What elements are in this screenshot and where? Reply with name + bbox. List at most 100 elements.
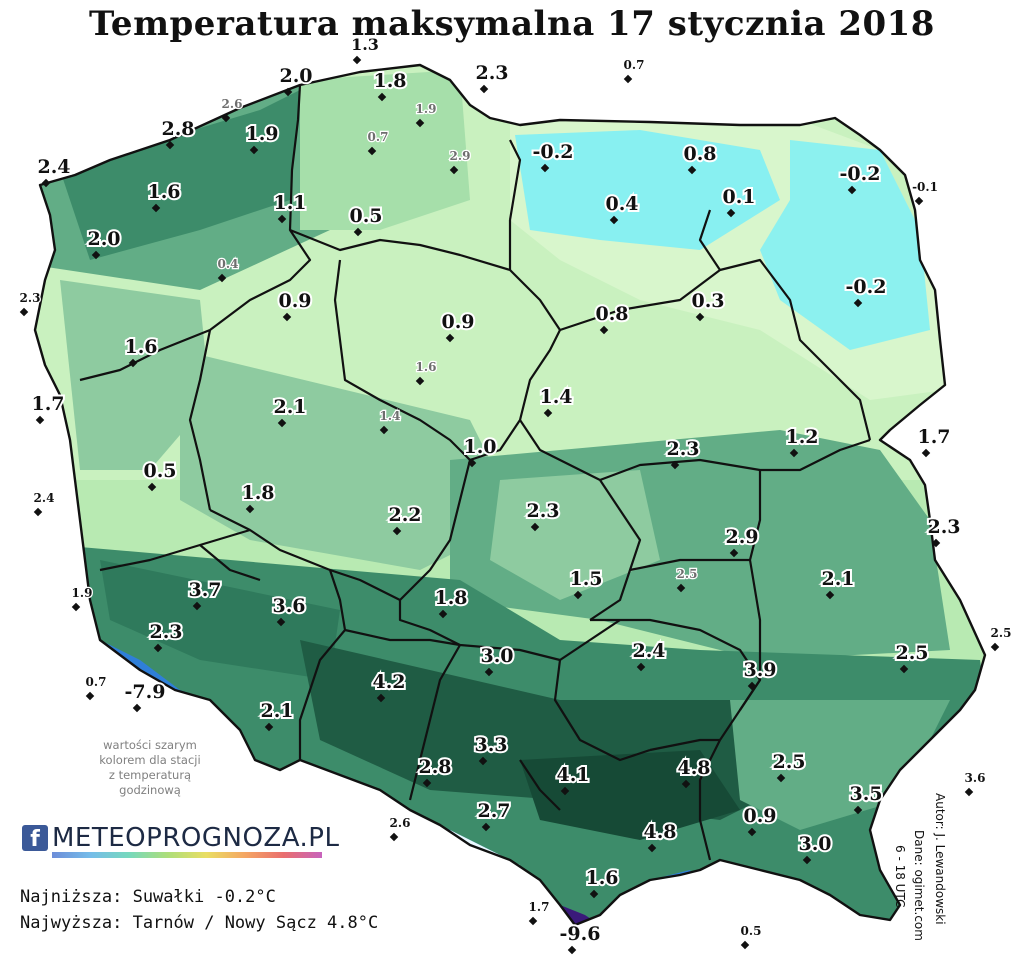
station-value: 2.4 [632,640,665,662]
note-line: kolorem dla stacji [99,753,201,767]
station-marker [543,408,553,418]
station-value: 1.7 [917,426,950,448]
station: 1.8 [371,68,409,102]
station-value: 1.6 [147,181,180,203]
station: 2.8 [159,116,197,150]
station-value: 4.8 [643,821,676,843]
station: 3.6 [270,593,308,627]
station-value: 3.0 [480,645,513,667]
station-value: 2.5 [677,567,698,581]
logo-color-bar [52,852,322,858]
station-marker [376,693,386,703]
station-value: 1.5 [569,568,602,590]
station-marker [389,832,399,842]
station-value: 2.8 [418,756,451,778]
station: 2.7 [475,798,513,832]
note-line: wartości szarym [103,738,197,752]
station: 2.3 [664,436,702,470]
station-marker [647,843,657,853]
station-value: 0.5 [349,205,382,227]
station: 0.3 [689,288,727,322]
station-marker [740,940,750,950]
station-value: 0.4 [218,257,239,271]
station-marker [147,482,157,492]
station: 0.4 [216,256,240,283]
station: -0.2 [531,139,575,173]
station-value: 2.1 [821,568,854,590]
station-value: 3.7 [188,579,221,601]
station-value: 0.8 [683,143,716,165]
note-line: godzinową [119,783,181,797]
station: 1.9 [243,121,281,155]
station: 4.8 [675,755,713,789]
station: 1.7 [527,899,551,926]
station: 4.8 [641,819,679,853]
station: 0.9 [741,803,779,837]
station: 2.3 [925,514,963,548]
meteoprognoza-logo[interactable]: f METEOPROGNOZA.PL [22,818,339,858]
country-border [33,63,987,927]
station: 2.3 [473,60,511,94]
station: 2.1 [271,394,309,428]
station-value: 0.7 [368,130,389,144]
station-value: 1.3 [351,35,379,54]
station-value: 3.3 [474,734,507,756]
station: 2.3 [524,498,562,532]
station-value: 3.9 [743,659,776,681]
station-marker [747,681,757,691]
station-marker [899,664,909,674]
station-marker [853,805,863,815]
station-value: 2.7 [477,800,510,822]
highest-temperature: Najwyższa: Tarnów / Nowy Sącz 4.8°C [20,913,379,933]
station-value: 1.6 [416,360,437,374]
facebook-icon[interactable]: f [22,825,48,852]
station-marker [353,227,363,237]
station-marker [479,84,489,94]
note-line: z temperaturą [108,768,192,782]
station-value: 2.3 [475,62,508,84]
author-credit: Autor: J. Lewandowski [933,793,947,925]
station: -9.6 [558,921,602,955]
station: -0.2 [844,274,888,308]
station-value: 2.3 [526,500,559,522]
station-marker [379,425,389,435]
voivodeship-borders [79,84,872,861]
station-marker [964,787,974,797]
lowest-temperature: Najniższa: Suwałki -0.2°C [20,887,276,907]
station: 2.5 [989,625,1013,652]
station-marker [33,507,43,517]
station-marker [264,722,274,732]
station-value: 2.6 [222,97,243,111]
station: 3.5 [847,781,885,815]
station: 2.1 [819,566,857,600]
logo-text: METEOPROGNOZA.PL [52,823,340,853]
station-value: 2.1 [273,396,306,418]
station-marker [438,609,448,619]
station-value: 1.1 [273,192,306,214]
station-value: 1.8 [241,482,274,504]
station-value: 1.4 [380,409,401,423]
station-marker [776,773,786,783]
station-marker [599,325,609,335]
station: 2.0 [277,63,315,97]
station: 2.6 [388,815,412,842]
station-marker [747,827,757,837]
station-value: 2.3 [20,291,41,305]
station-value: 1.6 [585,867,618,889]
station-marker [151,203,161,213]
station-marker [367,146,377,156]
station-value: 4.8 [677,757,710,779]
station: 0.8 [593,301,631,335]
station: 4.1 [554,762,592,796]
station-marker [481,822,491,832]
station-marker [676,583,686,593]
station: 1.2 [783,424,821,458]
station-marker [445,333,455,343]
station-marker [85,691,95,701]
station: 2.6 [220,96,244,123]
station-marker [478,756,488,766]
station-value: 2.5 [991,626,1012,640]
station: 0.7 [84,674,108,701]
station-value: -0.2 [533,141,574,163]
station: -7.9 [123,679,167,713]
